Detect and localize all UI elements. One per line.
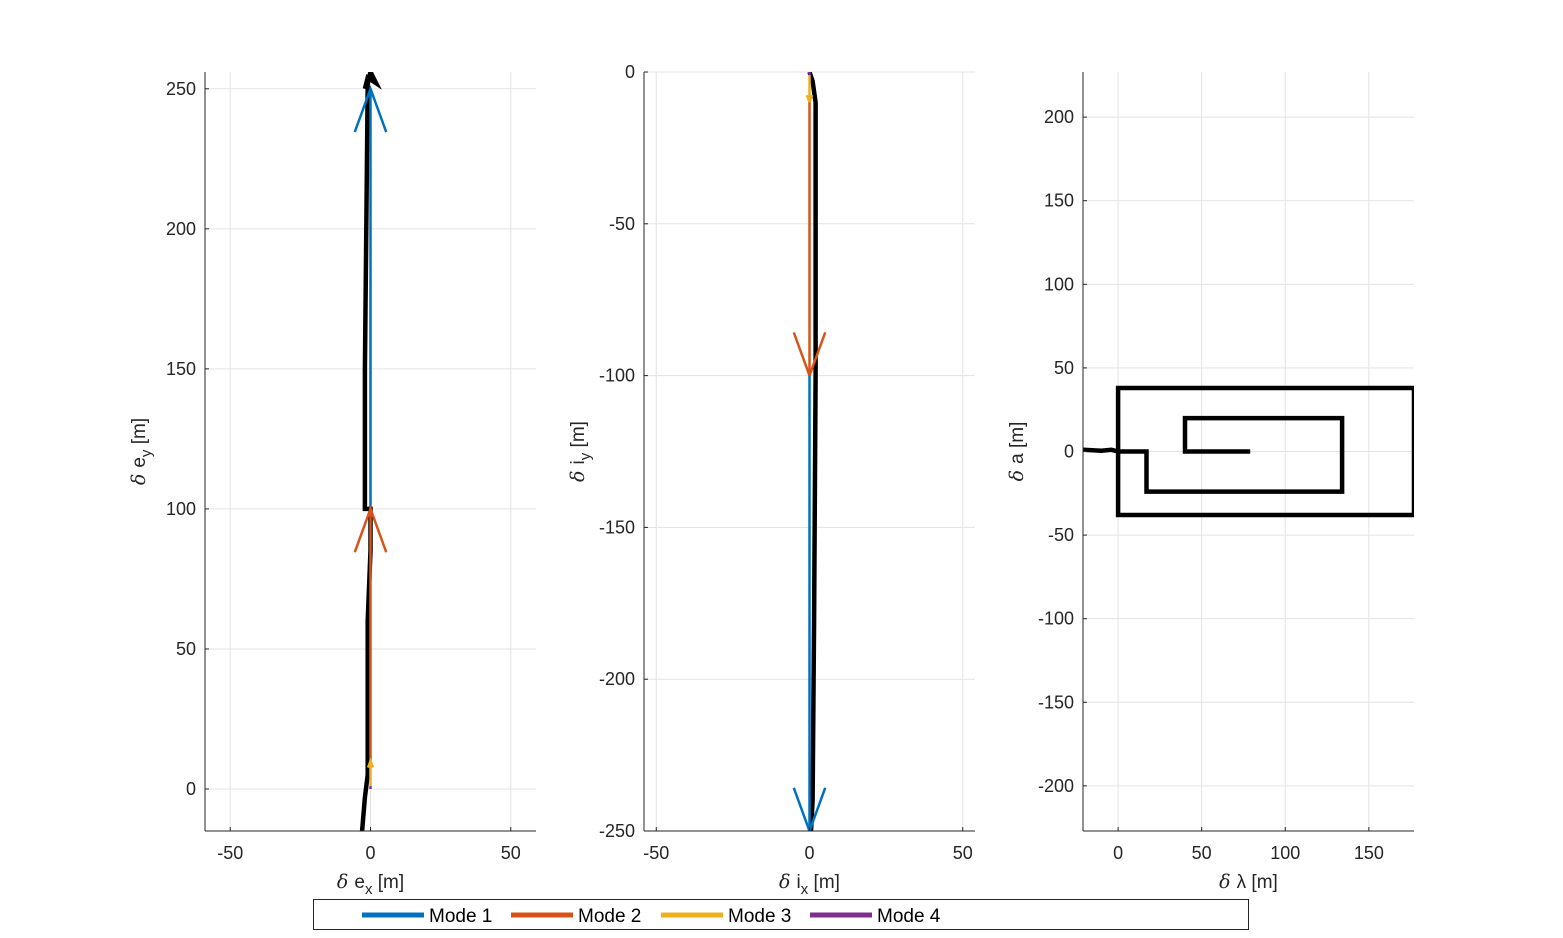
y-tick-label-inclination: -200 <box>599 669 635 689</box>
x-tick-label-eccentricity: 0 <box>365 843 375 863</box>
y-tick-label-inclination: -50 <box>609 214 635 234</box>
y-axis-label-eccentricity-symbol: e <box>129 457 150 468</box>
y-tick-label-eccentricity: 150 <box>166 359 196 379</box>
legend-item-mode-3: Mode 3 <box>661 906 791 927</box>
trajectory-line-eccentricity <box>359 72 382 831</box>
arrow-mode-1-eccentricity <box>353 85 388 509</box>
y-tick-label-eccentricity: 100 <box>166 499 196 519</box>
y-tick-label-inclination: 0 <box>625 62 635 82</box>
x-axis-label-eccentricity-unit: [m] <box>372 872 404 893</box>
y-tick-label-eccentricity: 50 <box>176 639 196 659</box>
x-axis-label-lambda-a-greek: δ <box>1219 871 1236 893</box>
arrow-mode-3-eccentricity-head <box>366 757 375 769</box>
y-axis-label-eccentricity: δ ey [m] <box>128 418 155 485</box>
x-axis-label-eccentricity-subscript: x <box>365 881 373 898</box>
x-tick-label-lambda-a: 50 <box>1192 843 1212 863</box>
legend-item-mode-4: Mode 4 <box>810 906 941 927</box>
x-axis-label-lambda-a-symbol: λ <box>1237 872 1247 893</box>
y-axis-label-inclination-symbol: i <box>568 460 589 464</box>
arrow-mode-1-inclination <box>792 375 827 831</box>
x-tick-label-inclination: 0 <box>804 843 814 863</box>
x-tick-label-inclination: -50 <box>643 843 669 863</box>
trajectory-line-lambda-a <box>1083 415 1345 494</box>
x-tick-label-lambda-a: 150 <box>1354 843 1384 863</box>
y-axis-label-lambda-a: δ a [m] <box>1006 422 1028 482</box>
y-tick-label-lambda-a: 0 <box>1064 442 1074 462</box>
trajectory-line-lambda-a <box>1115 385 1414 518</box>
arrow-mode-2-eccentricity <box>353 505 388 761</box>
y-axis-label-inclination-subscript: y <box>577 452 594 460</box>
x-tick-label-eccentricity: -50 <box>217 843 243 863</box>
legend: Mode 1 Mode 2 Mode 3 Mode 4 <box>313 899 1249 930</box>
y-tick-label-lambda-a: 50 <box>1054 358 1074 378</box>
y-tick-label-eccentricity: 250 <box>166 79 196 99</box>
plot-data-eccentricity <box>353 72 388 831</box>
y-tick-label-lambda-a: -150 <box>1038 692 1074 712</box>
y-tick-label-lambda-a: -200 <box>1038 776 1074 796</box>
y-axis-label-eccentricity-subscript: y <box>138 449 155 457</box>
y-axis-label-eccentricity-greek: δ <box>128 468 150 485</box>
y-axis-label-eccentricity-unit: [m] <box>129 418 150 450</box>
y-tick-label-lambda-a: -50 <box>1048 525 1074 545</box>
legend-label-mode-2: Mode 2 <box>578 906 641 927</box>
x-tick-label-eccentricity: 50 <box>501 843 521 863</box>
y-axis-label-lambda-a-symbol: a <box>1007 453 1028 464</box>
x-axis-label-eccentricity-symbol: e <box>354 872 365 893</box>
legend-item-mode-2: Mode 2 <box>511 906 641 927</box>
y-axis-label-inclination: δ iy [m] <box>567 421 594 482</box>
y-axis-label-inclination-greek: δ <box>567 464 589 481</box>
legend-label-mode-3: Mode 3 <box>728 906 791 927</box>
y-tick-label-inclination: -250 <box>599 821 635 841</box>
legend-box <box>313 899 1249 930</box>
x-axis-label-eccentricity: δ ex [m] <box>337 871 404 898</box>
arrow-mode-3-eccentricity <box>366 757 375 787</box>
x-axis-label-lambda-a-unit: [m] <box>1246 872 1278 893</box>
y-tick-label-inclination: -100 <box>599 366 635 386</box>
plot-lambda-a: 0 50 100 150 200 150 100 50 0 -50 -100 -150 -200 δ λ … <box>1006 72 1414 893</box>
arrow-mode-1-eccentricity-head <box>353 85 388 133</box>
arrow-mode-2-eccentricity-head <box>353 505 388 553</box>
x-axis-label-lambda-a: δ λ [m] <box>1219 871 1278 893</box>
x-tick-label-inclination: 50 <box>953 843 973 863</box>
x-axis-label-inclination-subscript: x <box>801 881 809 898</box>
y-tick-label-lambda-a: -100 <box>1038 609 1074 629</box>
y-tick-label-eccentricity: 200 <box>166 219 196 239</box>
x-tick-label-lambda-a: 100 <box>1270 843 1300 863</box>
legend-label-mode-4: Mode 4 <box>877 906 941 927</box>
y-tick-label-inclination: -150 <box>599 517 635 537</box>
y-axis-label-lambda-a-greek: δ <box>1006 464 1028 481</box>
x-axis-label-inclination-unit: [m] <box>808 872 840 893</box>
y-tick-label-lambda-a: 200 <box>1044 107 1074 127</box>
y-tick-label-lambda-a: 150 <box>1044 191 1074 211</box>
x-axis-label-inclination-greek: δ <box>779 871 796 893</box>
plot-data-inclination <box>792 72 827 831</box>
legend-label-mode-1: Mode 1 <box>429 906 492 927</box>
plot-data-lambda-a <box>1083 385 1414 518</box>
y-axis-label-inclination-unit: [m] <box>568 421 589 453</box>
legend-item-mode-1: Mode 1 <box>362 906 492 927</box>
x-tick-label-lambda-a: 0 <box>1113 843 1123 863</box>
y-tick-label-lambda-a: 100 <box>1044 274 1074 294</box>
trajectory-line-inclination <box>807 72 818 831</box>
arrow-mode-1-inclination-head <box>792 787 827 831</box>
x-axis-label-inclination-symbol: i <box>797 872 801 893</box>
y-tick-label-eccentricity: 0 <box>186 779 196 799</box>
x-axis-label-eccentricity-greek: δ <box>337 871 354 893</box>
y-axis-label-lambda-a-unit: [m] <box>1007 422 1028 454</box>
x-axis-label-inclination: δ ix [m] <box>779 871 840 898</box>
